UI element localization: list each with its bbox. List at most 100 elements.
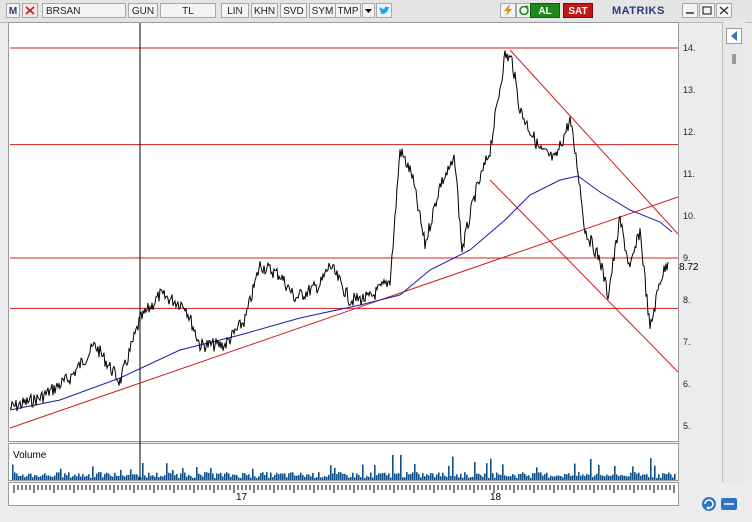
volume-bar bbox=[462, 477, 464, 480]
period-button[interactable]: GUN bbox=[128, 3, 158, 18]
symbol-field[interactable]: BRSAN bbox=[42, 3, 126, 18]
last-price-label: 8.72 bbox=[679, 262, 699, 273]
back-arrow-icon[interactable] bbox=[726, 28, 742, 44]
volume-bar bbox=[256, 477, 258, 480]
panel-scrollbar[interactable] bbox=[732, 54, 736, 64]
refresh-small-icon[interactable] bbox=[516, 3, 532, 18]
volume-bar bbox=[204, 472, 206, 480]
volume-bar bbox=[244, 473, 246, 480]
volume-bar bbox=[460, 473, 462, 480]
volume-bar bbox=[270, 472, 272, 480]
volume-bar bbox=[146, 477, 148, 480]
volume-bar bbox=[274, 474, 276, 480]
price-label: 6. bbox=[683, 379, 691, 389]
volume-bar bbox=[184, 472, 186, 480]
volume-bar bbox=[632, 466, 634, 480]
volume-bar bbox=[650, 458, 652, 480]
volume-bar bbox=[98, 472, 100, 480]
volume-bar bbox=[306, 474, 308, 480]
volume-bar bbox=[652, 477, 654, 480]
volume-bar bbox=[420, 477, 422, 480]
volume-bar bbox=[14, 472, 16, 480]
volume-bar bbox=[38, 476, 40, 480]
volume-bar bbox=[112, 476, 114, 480]
volume-bar bbox=[288, 473, 290, 480]
volume-bar bbox=[82, 473, 84, 480]
volume-bar bbox=[580, 475, 582, 480]
volume-bar bbox=[552, 476, 554, 480]
minimize-icon[interactable] bbox=[682, 3, 698, 18]
svd-button[interactable]: SVD bbox=[280, 3, 307, 18]
volume-bar bbox=[138, 476, 140, 480]
volume-bar bbox=[56, 472, 58, 480]
volume-bar bbox=[520, 473, 522, 480]
volume-bar bbox=[100, 472, 102, 480]
volume-bar bbox=[560, 476, 562, 480]
volume-bar bbox=[422, 473, 424, 480]
volume-bar bbox=[668, 472, 670, 480]
volume-bar bbox=[224, 473, 226, 480]
khn-button[interactable]: KHN bbox=[251, 3, 278, 18]
buy-button[interactable]: AL bbox=[530, 3, 560, 18]
volume-bar bbox=[604, 476, 606, 480]
volume-bar bbox=[606, 474, 608, 480]
settings-icon[interactable] bbox=[720, 497, 738, 511]
volume-bar bbox=[254, 476, 256, 480]
volume-bar bbox=[272, 477, 274, 480]
volume-bar bbox=[570, 475, 572, 480]
volume-bar bbox=[672, 477, 674, 480]
volume-bar bbox=[214, 477, 216, 480]
volume-bar bbox=[400, 454, 402, 480]
volume-bar bbox=[614, 465, 616, 480]
volume-bar bbox=[526, 475, 528, 480]
volume-bar bbox=[242, 473, 244, 480]
volume-bar bbox=[48, 475, 50, 480]
volume-bar bbox=[206, 472, 208, 480]
volume-bar bbox=[202, 476, 204, 480]
volume-bar bbox=[116, 475, 118, 480]
volume-bar bbox=[104, 473, 106, 480]
volume-bar bbox=[528, 475, 530, 480]
volume-bar bbox=[362, 464, 364, 480]
volume-bar bbox=[76, 476, 78, 480]
maximize-icon[interactable] bbox=[699, 3, 715, 18]
volume-bar bbox=[554, 476, 556, 480]
close-icon[interactable] bbox=[716, 3, 732, 18]
volume-bar bbox=[370, 472, 372, 480]
symbol-close-icon[interactable] bbox=[22, 3, 38, 18]
volume-bar bbox=[490, 458, 492, 480]
tmp-button[interactable]: TMP bbox=[335, 3, 361, 18]
twitter-icon[interactable] bbox=[376, 3, 392, 18]
price-label: 9. bbox=[683, 253, 691, 263]
volume-bar bbox=[372, 477, 374, 480]
volume-bar bbox=[178, 477, 180, 480]
volume-bar bbox=[492, 473, 494, 480]
tmp-dropdown-icon[interactable] bbox=[362, 3, 375, 18]
price-chart-panel[interactable] bbox=[8, 22, 679, 442]
volume-bar bbox=[160, 475, 162, 480]
volume-bar bbox=[34, 474, 36, 480]
refresh-icon[interactable] bbox=[700, 495, 718, 513]
volume-bar bbox=[412, 472, 414, 480]
volume-bar bbox=[468, 477, 470, 480]
volume-bar bbox=[502, 464, 504, 480]
volume-bar bbox=[482, 476, 484, 480]
volume-bar bbox=[544, 474, 546, 480]
volume-bar bbox=[660, 477, 662, 480]
volume-bar bbox=[30, 473, 32, 480]
volume-bar bbox=[356, 473, 358, 480]
scale-button[interactable]: LIN bbox=[221, 3, 249, 18]
sell-button[interactable]: SAT bbox=[563, 3, 593, 18]
volume-bar bbox=[592, 477, 594, 480]
sym-button[interactable]: SYM bbox=[309, 3, 336, 18]
volume-bar bbox=[190, 475, 192, 480]
volume-bar bbox=[654, 465, 656, 480]
volume-bar bbox=[386, 475, 388, 480]
volume-bar bbox=[448, 465, 450, 480]
currency-button[interactable]: TL bbox=[160, 3, 216, 18]
volume-bar bbox=[44, 473, 46, 480]
lightning-icon[interactable] bbox=[500, 3, 516, 18]
volume-bar bbox=[436, 474, 438, 480]
volume-bar bbox=[366, 475, 368, 480]
